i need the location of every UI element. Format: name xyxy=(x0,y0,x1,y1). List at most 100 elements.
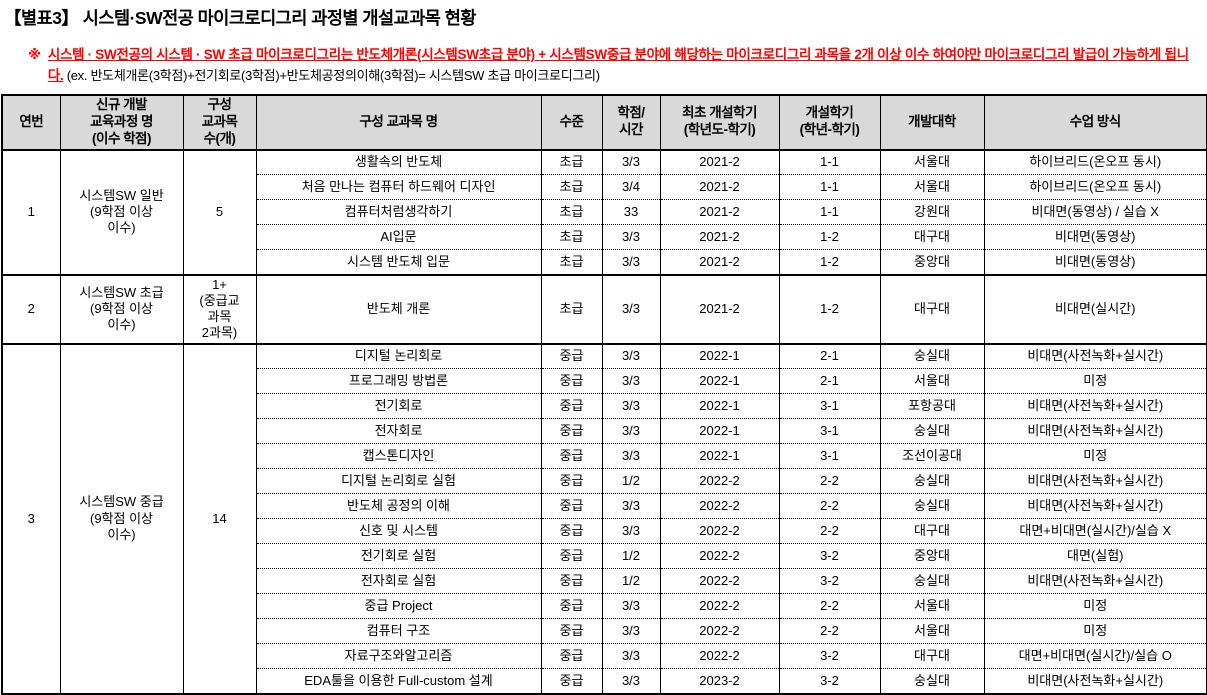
first-semester-cell: 2022-2 xyxy=(659,493,780,519)
level-cell: 중급 xyxy=(540,568,603,594)
university-cell: 숭실대 xyxy=(879,568,985,594)
credit-hours-cell: 3/3 xyxy=(601,224,661,250)
level-cell: 초급 xyxy=(540,199,603,225)
credit-hours-cell: 3/3 xyxy=(601,643,661,669)
course-row: 시스템 반도체 입문 초급 3/3 2021-2 1-2 중앙대 비대면(동영상) xyxy=(2,249,1207,275)
level-cell: 중급 xyxy=(540,543,603,569)
class-method-cell: 비대면(실시간) xyxy=(983,273,1207,344)
university-cell: 포항공대 xyxy=(879,393,985,419)
course-row: 컴퓨터처럼생각하기 초급 33 2021-2 1-1 강원대 비대면(동영상) / 실습 X xyxy=(2,199,1207,225)
credit-hours-cell: 3/3 xyxy=(601,443,661,469)
class-method-cell: 미정 xyxy=(983,618,1207,644)
credit-hours-cell: 3/3 xyxy=(601,668,661,694)
course-name-cell: 컴퓨터 구조 xyxy=(255,618,542,644)
level-cell: 초급 xyxy=(540,224,603,250)
university-cell: 서울대 xyxy=(879,368,985,394)
header-class-method: 수업 방식 xyxy=(983,94,1207,151)
group-no-cell: 3 xyxy=(1,342,61,694)
level-cell: 초급 xyxy=(540,273,603,344)
course-row: 반도체 공정의 이해 중급 3/3 2022-2 2-2 숭실대 비대면(사전녹화+실시간) xyxy=(2,493,1207,519)
university-cell: 강원대 xyxy=(879,199,985,225)
credit-hours-cell: 3/3 xyxy=(601,393,661,419)
semester-cell: 2-2 xyxy=(778,493,881,519)
first-semester-cell: 2022-1 xyxy=(659,418,780,444)
course-row: 1 시스템SW 일반 (9학점 이상 이수) 5 생활속의 반도체 초급 3/3 2021-… xyxy=(1,148,1207,275)
level-cell: 초급 xyxy=(540,148,603,175)
course-row: 전기회로 실험 중급 1/2 2022-2 3-2 중앙대 대면(실험) xyxy=(2,543,1207,569)
semester-cell: 1-2 xyxy=(778,249,881,275)
course-name-cell: AI입문 xyxy=(255,224,542,250)
class-method-cell: 비대면(사전녹화+실시간) xyxy=(983,418,1207,444)
university-cell: 대구대 xyxy=(879,273,985,344)
credit-hours-cell: 3/3 xyxy=(601,148,661,175)
credit-hours-cell: 3/3 xyxy=(601,518,661,544)
first-semester-cell: 2021-2 xyxy=(659,224,780,250)
level-cell: 중급 xyxy=(540,368,603,394)
semester-cell: 1-2 xyxy=(778,224,881,250)
class-method-cell: 비대면(사전녹화+실시간) xyxy=(983,468,1207,494)
header-first-semester: 최초 개설학기 (학년도-학기) xyxy=(659,94,780,151)
program-name-cell: 시스템SW 일반 (9학점 이상 이수) xyxy=(59,148,184,275)
level-cell: 중급 xyxy=(540,468,603,494)
course-name-cell: EDA툴을 이용한 Full-custom 설계 xyxy=(255,668,542,694)
semester-cell: 2-2 xyxy=(778,593,881,619)
level-cell: 중급 xyxy=(540,618,603,644)
course-row: 2 시스템SW 초급 (9학점 이상 이수) 1+ (중급교 과목 2과목) 반도체 … xyxy=(1,273,1207,344)
header-university: 개발대학 xyxy=(879,94,985,151)
first-semester-cell: 2022-2 xyxy=(659,618,780,644)
header-semester: 개설학기 (학년-학기) xyxy=(778,94,881,151)
credit-hours-cell: 3/3 xyxy=(601,249,661,275)
credit-hours-cell: 3/3 xyxy=(601,418,661,444)
header-credit: 학점/ 시간 xyxy=(601,94,661,151)
semester-cell: 1-1 xyxy=(778,174,881,200)
group-no-cell: 1 xyxy=(1,148,61,275)
course-row: 디지털 논리회로 실험 중급 1/2 2022-2 2-2 숭실대 비대면(사전녹화+실시간… xyxy=(2,468,1207,494)
university-cell: 숭실대 xyxy=(879,493,985,519)
semester-cell: 2-2 xyxy=(778,518,881,544)
class-method-cell: 미정 xyxy=(983,368,1207,394)
first-semester-cell: 2021-2 xyxy=(659,199,780,225)
class-method-cell: 비대면(동영상) / 실습 X xyxy=(983,199,1207,225)
course-row: 중급 Project 중급 3/3 2022-2 2-2 서울대 미정 xyxy=(2,593,1207,619)
university-cell: 숭실대 xyxy=(879,668,985,694)
level-cell: 중급 xyxy=(540,342,603,369)
course-name-cell: 전기회로 실험 xyxy=(255,543,542,569)
university-cell: 서울대 xyxy=(879,618,985,644)
course-name-cell: 중급 Project xyxy=(255,593,542,619)
class-method-cell: 미정 xyxy=(983,593,1207,619)
course-table: 연번 신규 개발 교육과정 명 (이수 학점) 구성 교과목 수(개) 구성 교… xyxy=(1,94,1207,695)
level-cell: 중급 xyxy=(540,668,603,694)
class-method-cell: 하이브리드(온오프 동시) xyxy=(983,174,1207,200)
group-no-cell: 2 xyxy=(1,273,61,344)
course-count-cell: 1+ (중급교 과목 2과목) xyxy=(182,273,257,344)
table-header-row: 연번 신규 개발 교육과정 명 (이수 학점) 구성 교과목 수(개) 구성 교… xyxy=(1,94,1207,151)
university-cell: 서울대 xyxy=(879,174,985,200)
course-row: 처음 만나는 컴퓨터 하드웨어 디자인 초급 3/4 2021-2 1-1 서울대 하이브리… xyxy=(2,174,1207,200)
semester-cell: 1-1 xyxy=(778,199,881,225)
class-method-cell: 대면+비대면(실시간)/실습 X xyxy=(983,518,1207,544)
course-name-cell: 신호 및 시스템 xyxy=(255,518,542,544)
course-row: 컴퓨터 구조 중급 3/3 2022-2 2-2 서울대 미정 xyxy=(2,618,1207,644)
footnote-text: 시스템 · SW전공의 시스템 · SW 초급 마이크로디그리는 반도체개론(시… xyxy=(48,44,1196,86)
header-no: 연번 xyxy=(1,94,61,151)
class-method-cell: 비대면(사전녹화+실시간) xyxy=(983,668,1207,694)
footnote: ※ 시스템 · SW전공의 시스템 · SW 초급 마이크로디그리는 반도체개론… xyxy=(28,44,1196,86)
semester-cell: 2-1 xyxy=(778,368,881,394)
credit-hours-cell: 3/3 xyxy=(601,342,661,369)
course-count-cell: 14 xyxy=(182,342,257,694)
level-cell: 중급 xyxy=(540,393,603,419)
university-cell: 조선이공대 xyxy=(879,443,985,469)
semester-cell: 3-2 xyxy=(778,668,881,694)
first-semester-cell: 2022-2 xyxy=(659,518,780,544)
level-cell: 중급 xyxy=(540,443,603,469)
level-cell: 중급 xyxy=(540,418,603,444)
semester-cell: 2-1 xyxy=(778,342,881,369)
course-row: 3 시스템SW 중급 (9학점 이상 이수) 14 디지털 논리회로 중급 3/3 2022… xyxy=(1,342,1207,694)
program-name-cell: 시스템SW 중급 (9학점 이상 이수) xyxy=(59,342,184,694)
credit-hours-cell: 3/3 xyxy=(601,368,661,394)
program-name-cell: 시스템SW 초급 (9학점 이상 이수) xyxy=(59,273,184,344)
class-method-cell: 대면(실험) xyxy=(983,543,1207,569)
first-semester-cell: 2022-1 xyxy=(659,393,780,419)
semester-cell: 3-1 xyxy=(778,393,881,419)
first-semester-cell: 2021-2 xyxy=(659,273,780,344)
